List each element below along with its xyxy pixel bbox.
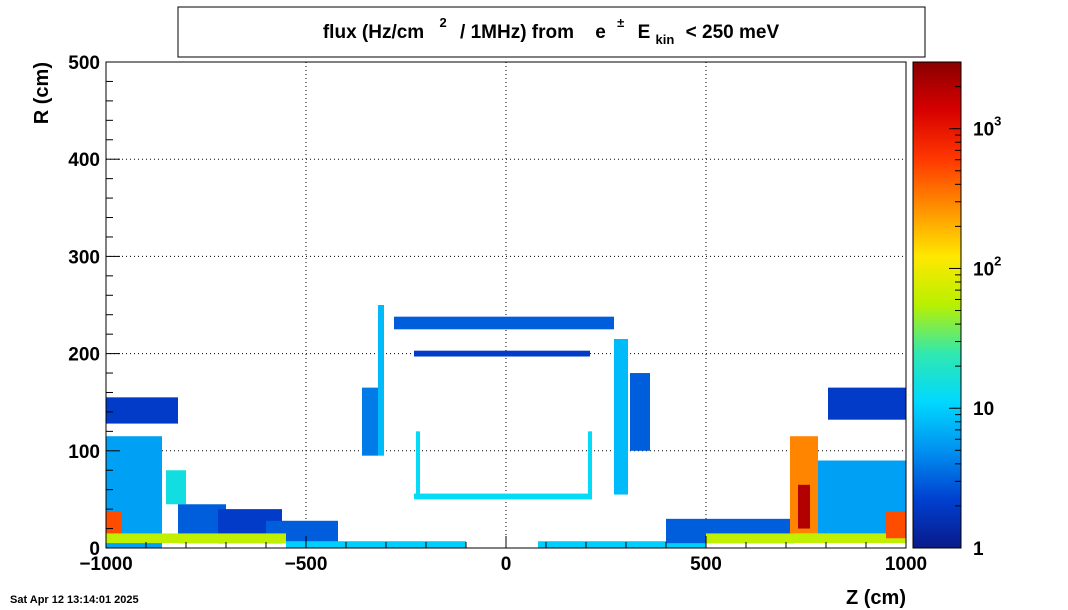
heat-region [362,387,378,456]
heat-region [414,350,590,357]
heat-region [106,397,178,424]
heat-region [630,373,650,451]
colorbar-tick-label: 103 [973,114,1001,141]
heat-region [106,533,286,544]
axes: −1000 −500 0 500 1000 0 100 200 300 400 500 [68,53,927,575]
x-tick-label: −1000 [79,554,132,575]
y-tick-label: 500 [68,53,100,74]
x-tick-label: −500 [285,554,328,575]
heat-region [286,541,466,548]
y-tick-label: 400 [68,150,100,171]
heat-region [538,541,706,548]
heat-region [106,511,122,537]
colorbar-ticks: 1 10 102 103 [949,61,1001,560]
heat-region [798,484,810,529]
x-tick-label: 0 [501,554,512,575]
title-particle-sup: ± [617,15,624,30]
title-main: flux (Hz/cm [323,22,424,43]
heatmap-regions [106,305,906,548]
title-energy-sub: kin [656,32,675,47]
heat-region [394,316,614,330]
colorbar-tick-label: 1 [973,539,984,560]
heat-region [588,431,592,500]
heat-region [416,431,420,500]
title-cut: < 250 meV [686,22,780,43]
y-tick-label: 300 [68,247,100,268]
timestamp: Sat Apr 12 13:14:01 2025 [10,594,139,606]
colorbar [912,61,962,549]
y-axis-title: R (cm) [31,62,53,124]
y-tick-label: 100 [68,442,100,463]
colorbar-tick-label: 10 [973,399,994,420]
title-box [177,6,926,58]
heat-region [378,305,384,456]
title-energy: E [638,22,651,43]
title-mid: / 1MHz) from [460,22,574,43]
x-axis-title: Z (cm) [846,587,906,609]
heat-region [166,470,186,505]
chart-title: flux (Hz/cm 2 / 1MHz) from e ± E kin < 2… [323,11,780,49]
x-tick-label: 500 [690,554,722,575]
heat-region [886,511,906,539]
heat-region [828,387,906,420]
colorbar-tick-label: 102 [973,253,1001,280]
y-tick-label: 0 [89,539,100,560]
heat-region [706,533,906,544]
heat-region [614,339,628,495]
heat-region [414,493,590,500]
title-particle: e [595,22,606,43]
y-tick-label: 200 [68,345,100,366]
plot-frame [105,61,907,549]
x-tick-label: 1000 [885,554,927,575]
title-sup: 2 [440,15,447,30]
